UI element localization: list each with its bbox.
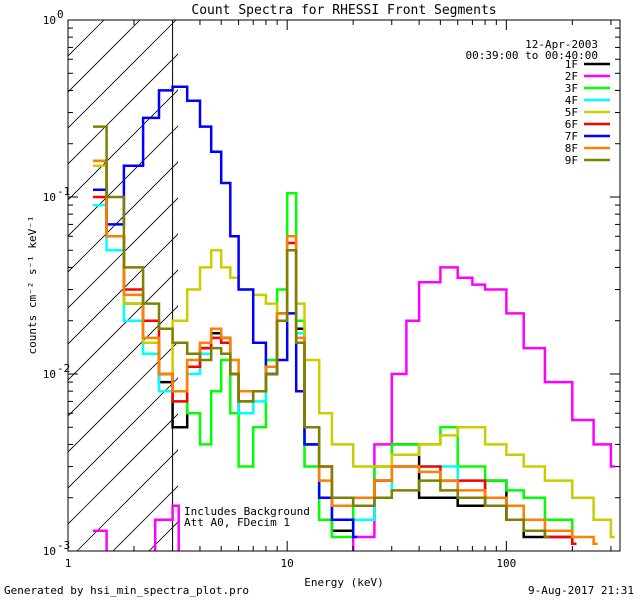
series-line-2F xyxy=(93,266,615,551)
y-tick-base: 10 xyxy=(43,191,56,204)
legend-label-1F: 1F xyxy=(565,58,578,71)
hatch-line xyxy=(68,305,178,417)
y-tick-label: 10 0 xyxy=(43,8,64,27)
plot-frame xyxy=(67,19,621,552)
annotation-text: Includes Background xyxy=(184,505,310,518)
legend-label-5F: 5F xyxy=(565,106,578,119)
y-tick-label: 10 -2 xyxy=(43,362,71,381)
x-tick-label: 10 xyxy=(281,557,294,570)
time-range: 00:39:00 to 00:40:00 xyxy=(466,49,598,62)
hatch-line xyxy=(68,20,141,93)
x-tick-label: 100 xyxy=(496,557,516,570)
hatch-line xyxy=(68,377,178,489)
series-line-5F xyxy=(93,164,615,539)
hatch-line xyxy=(68,269,178,381)
footer-plot-date: 9-Aug-2017 21:31 xyxy=(528,584,634,597)
y-tick-base: 10 xyxy=(43,14,56,27)
footer-generated-by: Generated by hsi_min_spectra_plot.pro xyxy=(4,584,250,597)
hatch-line xyxy=(76,449,178,551)
legend-label-3F: 3F xyxy=(565,82,578,95)
x-axis-label: Energy (keV) xyxy=(304,576,383,589)
hatch-line xyxy=(68,20,177,129)
series-line-3F xyxy=(93,159,577,539)
y-tick-label: 10 -3 xyxy=(43,539,71,558)
observation-date: 12-Apr-2003 xyxy=(525,38,598,51)
y-axis-label: counts cm⁻² s⁻¹ keV⁻¹ xyxy=(26,215,39,354)
legend-label-7F: 7F xyxy=(565,130,578,143)
y-tick-base: 10 xyxy=(43,545,56,558)
y-tick-exponent: -2 xyxy=(57,362,70,375)
series-line-6F xyxy=(93,195,577,545)
annotation-text: Att A0, FDecim 1 xyxy=(184,516,290,529)
legend-label-2F: 2F xyxy=(565,70,578,83)
hatch-line xyxy=(68,53,178,165)
chart-title: Count Spectra for RHESSI Front Segments xyxy=(191,3,496,18)
hatch-line xyxy=(68,197,178,309)
hatch-line xyxy=(68,20,105,57)
series-line-4F xyxy=(93,203,577,539)
x-tick-label: 1 xyxy=(65,557,72,570)
series-line-9F xyxy=(93,125,549,539)
legend-label-4F: 4F xyxy=(565,94,578,107)
y-tick-exponent: -3 xyxy=(57,539,70,552)
hatch-line xyxy=(68,413,178,525)
hatch-line xyxy=(68,233,178,345)
y-tick-label: 10 -1 xyxy=(43,185,71,204)
y-tick-exponent: -1 xyxy=(57,185,70,198)
series-line-7F xyxy=(93,85,358,539)
series-line-8F xyxy=(93,159,598,545)
y-tick-base: 10 xyxy=(43,368,56,381)
legend-label-9F: 9F xyxy=(565,154,578,167)
legend-label-6F: 6F xyxy=(565,118,578,131)
y-tick-exponent: 0 xyxy=(57,8,64,21)
legend-label-8F: 8F xyxy=(565,142,578,155)
